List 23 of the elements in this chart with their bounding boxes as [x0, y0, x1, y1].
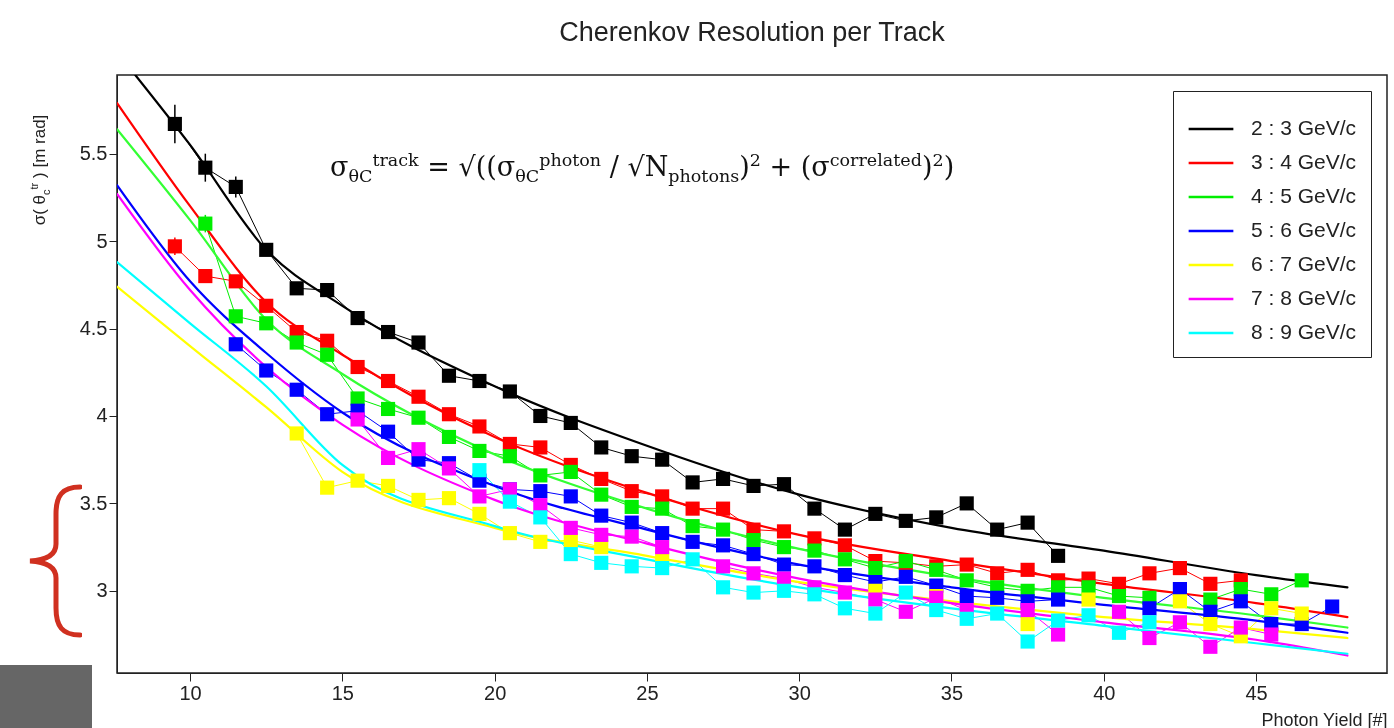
legend-label: 3 : 4 GeV/c — [1251, 150, 1357, 173]
legend-label: 4 : 5 GeV/c — [1251, 184, 1357, 207]
legend-label: 8 : 9 GeV/c — [1251, 320, 1357, 343]
y-tick-label: 3.5 — [79, 491, 108, 514]
legend-label: 2 : 3 GeV/c — [1251, 116, 1357, 139]
x-tick-label: 30 — [788, 681, 811, 704]
x-tick-label: 20 — [484, 681, 507, 704]
x-tick-label: 25 — [636, 681, 659, 704]
y-tick-label: 4.5 — [79, 317, 108, 340]
legend-label: 7 : 8 GeV/c — [1251, 286, 1357, 309]
y-tick-label: 4 — [96, 404, 108, 427]
chart-title: Cherenkov Resolution per Track — [559, 17, 946, 47]
x-tick-label: 15 — [331, 681, 354, 704]
x-tick-label: 45 — [1245, 681, 1268, 704]
x-tick-label: 40 — [1093, 681, 1116, 704]
y-tick-label: 5.5 — [79, 142, 108, 165]
text: σ$_{θC}$$^{track}$ = √((σ$_{θC}$$^{photon}$ / √N$_{photons}$)$^{2}$ + (σ$^{correlated}$)$^{2}$) — [330, 150, 955, 187]
legend-label: 5 : 6 GeV/c — [1251, 218, 1357, 241]
x-tick-label: 35 — [940, 681, 964, 704]
legend-label: 6 : 7 GeV/c — [1251, 252, 1357, 275]
y-tick-label: 5 — [96, 229, 108, 252]
x-tick-label: 10 — [179, 681, 202, 704]
y-tick-label: 3 — [96, 579, 108, 602]
